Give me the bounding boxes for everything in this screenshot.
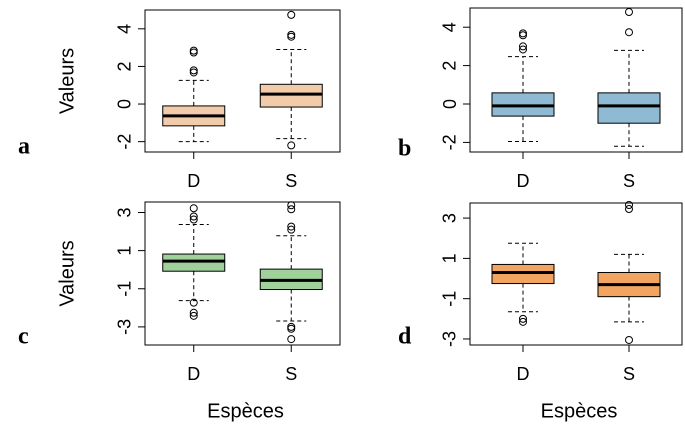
outlier (287, 335, 296, 344)
whisker-low (178, 271, 209, 302)
box (259, 83, 323, 108)
y-tick-label: -3 (115, 319, 135, 335)
whisker-high (276, 48, 307, 85)
y-tick-label: -2 (115, 134, 135, 150)
plot-frame (144, 9, 341, 153)
y-tick-label: 3 (440, 213, 460, 223)
box (491, 263, 555, 285)
whisker-high (178, 223, 209, 255)
outlier (287, 10, 296, 19)
x-tick-label: S (285, 171, 297, 191)
outlier (189, 46, 198, 55)
x-tick-label: S (285, 364, 297, 384)
outlier (189, 66, 198, 75)
outlier (519, 29, 527, 38)
whisker-high (276, 235, 307, 270)
outlier (189, 204, 198, 213)
y-tick-label: -3 (440, 331, 460, 347)
whisker-low (276, 289, 307, 322)
outlier (519, 317, 527, 326)
whisker-low (276, 107, 307, 140)
y-axis-label: Valeurs (56, 48, 78, 114)
outlier (287, 141, 296, 150)
plot-frame (469, 7, 683, 153)
outlier (625, 8, 633, 17)
outlier (287, 324, 296, 333)
box (597, 92, 661, 124)
panel-letter: b (398, 136, 411, 162)
whisker-low (508, 283, 538, 313)
panel-letter: d (398, 324, 412, 350)
outlier (287, 205, 296, 214)
outlier (519, 45, 527, 54)
y-tick-label: -2 (440, 134, 460, 150)
y-tick-label: 1 (440, 253, 460, 263)
y-tick-label: 4 (115, 24, 135, 34)
outlier (519, 42, 527, 51)
x-axis-label: Espèces (541, 400, 618, 422)
y-tick-label: 1 (115, 246, 135, 256)
outlier (287, 201, 296, 210)
box (162, 253, 226, 272)
outlier (189, 68, 198, 77)
whisker-high (508, 56, 538, 93)
outlier (189, 298, 198, 307)
outlier (189, 311, 198, 320)
whisker-high (178, 79, 209, 106)
panel-letter: a (18, 134, 30, 160)
outlier (189, 308, 198, 317)
outlier (189, 215, 198, 224)
whisker-high (614, 253, 644, 273)
outlier (189, 212, 198, 221)
y-tick-label: 2 (115, 61, 135, 71)
x-tick-label: S (623, 364, 635, 384)
whisker-low (178, 125, 209, 143)
outlier (287, 222, 296, 231)
x-tick-label: S (623, 171, 635, 191)
whisker-high (508, 242, 538, 265)
outlier (287, 30, 296, 39)
whisker-low (508, 116, 538, 142)
x-tick-label: D (517, 171, 530, 191)
outlier (519, 314, 527, 323)
outlier (625, 205, 633, 214)
y-tick-label: 0 (440, 99, 460, 109)
y-tick-label: 0 (115, 99, 135, 109)
y-tick-label: 3 (115, 207, 135, 217)
x-tick-label: D (517, 364, 530, 384)
y-tick-label: 2 (440, 61, 460, 71)
x-axis-label: Espèces (207, 400, 284, 422)
x-tick-label: D (187, 171, 200, 191)
panel-letter: c (18, 324, 29, 350)
outlier (287, 225, 296, 234)
whisker-high (614, 49, 644, 93)
y-axis-label: Valeurs (56, 240, 78, 306)
outlier (625, 201, 633, 210)
whisker-low (614, 296, 644, 323)
x-tick-label: D (187, 364, 200, 384)
outlier (625, 28, 633, 37)
whisker-low (614, 123, 644, 147)
y-tick-label: 4 (440, 22, 460, 32)
outlier (625, 335, 633, 344)
y-tick-label: -1 (115, 281, 135, 297)
y-tick-label: -1 (440, 291, 460, 307)
